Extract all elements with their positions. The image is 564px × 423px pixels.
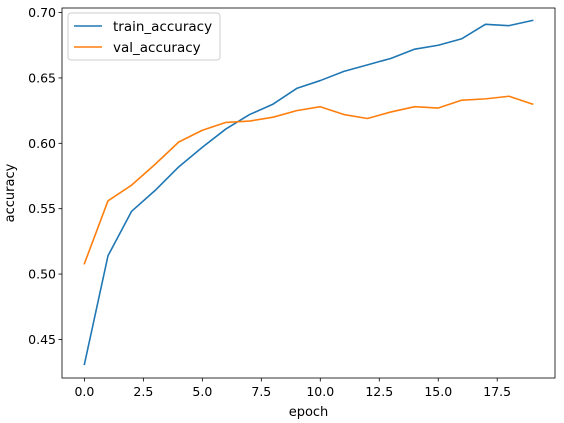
data-point-train-accuracy-10 <box>319 80 321 82</box>
data-point-val-accuracy-6 <box>225 122 227 124</box>
x-tick-label: 17.5 <box>483 384 511 399</box>
data-point-val-accuracy-11 <box>343 114 345 116</box>
y-tick-label: 0.55 <box>28 201 56 216</box>
data-point-train-accuracy-9 <box>296 88 298 90</box>
y-tick-label: 0.60 <box>28 136 56 151</box>
y-tick-label: 0.50 <box>28 267 56 282</box>
data-point-train-accuracy-17 <box>485 24 487 26</box>
x-tick-label: 7.5 <box>251 384 271 399</box>
legend-label-val-accuracy: val_accuracy <box>113 40 201 56</box>
data-point-train-accuracy-14 <box>414 48 416 50</box>
data-point-train-accuracy-8 <box>272 103 274 105</box>
data-point-val-accuracy-0 <box>84 263 86 265</box>
data-point-val-accuracy-5 <box>202 129 204 131</box>
data-point-train-accuracy-6 <box>225 128 227 130</box>
y-tick-label: 0.45 <box>28 332 56 347</box>
data-point-val-accuracy-15 <box>437 107 439 109</box>
data-point-val-accuracy-3 <box>154 163 156 165</box>
plot-area <box>62 8 555 378</box>
x-tick-label: 12.5 <box>365 384 393 399</box>
y-axis-title: accuracy <box>3 163 18 222</box>
series-line-train-accuracy <box>83 19 534 366</box>
legend: train_accuracy val_accuracy <box>67 12 221 61</box>
data-point-train-accuracy-4 <box>178 166 180 168</box>
x-tick-label: 10.0 <box>306 384 334 399</box>
x-tick-label: 15.0 <box>424 384 452 399</box>
data-point-val-accuracy-14 <box>414 106 416 108</box>
x-tick-label: 2.5 <box>133 384 153 399</box>
data-point-val-accuracy-2 <box>131 184 133 186</box>
data-point-train-accuracy-0 <box>84 363 86 365</box>
plot-frame <box>61 7 556 379</box>
y-tick-label: 0.65 <box>28 70 56 85</box>
data-point-val-accuracy-4 <box>178 141 180 143</box>
data-point-val-accuracy-16 <box>461 99 463 101</box>
legend-label-train-accuracy: train_accuracy <box>113 19 212 35</box>
data-point-val-accuracy-12 <box>367 118 369 120</box>
data-point-train-accuracy-13 <box>390 58 392 60</box>
legend-box <box>67 12 221 61</box>
data-point-train-accuracy-19 <box>532 20 534 22</box>
data-point-train-accuracy-3 <box>154 190 156 192</box>
data-point-val-accuracy-18 <box>508 95 510 97</box>
data-point-train-accuracy-11 <box>343 71 345 73</box>
x-tick-label: 0.0 <box>74 384 94 399</box>
data-point-train-accuracy-15 <box>437 44 439 46</box>
series-lines <box>83 19 534 366</box>
data-point-train-accuracy-1 <box>107 255 109 257</box>
data-point-val-accuracy-9 <box>296 110 298 112</box>
x-tick-label: 5.0 <box>192 384 212 399</box>
data-point-val-accuracy-19 <box>532 103 534 105</box>
data-point-train-accuracy-16 <box>461 38 463 40</box>
data-point-val-accuracy-7 <box>249 120 251 122</box>
data-point-val-accuracy-8 <box>272 116 274 118</box>
data-point-val-accuracy-17 <box>485 98 487 100</box>
data-point-val-accuracy-13 <box>390 111 392 113</box>
data-point-train-accuracy-2 <box>131 211 133 213</box>
data-point-train-accuracy-7 <box>249 114 251 116</box>
axis-ticks: 0.0 2.5 5.0 7.5 10.0 12.5 15.0 17.5 0.45 0.50 0.55… <box>28 5 511 399</box>
data-point-train-accuracy-5 <box>202 146 204 148</box>
series-line-val-accuracy <box>83 95 534 265</box>
data-point-val-accuracy-10 <box>319 106 321 108</box>
y-tick-label: 0.70 <box>28 5 56 20</box>
data-point-train-accuracy-12 <box>367 64 369 66</box>
data-point-train-accuracy-18 <box>508 25 510 27</box>
x-axis-title: epoch <box>289 405 329 420</box>
data-point-val-accuracy-1 <box>107 200 109 202</box>
plot-background <box>62 8 555 378</box>
